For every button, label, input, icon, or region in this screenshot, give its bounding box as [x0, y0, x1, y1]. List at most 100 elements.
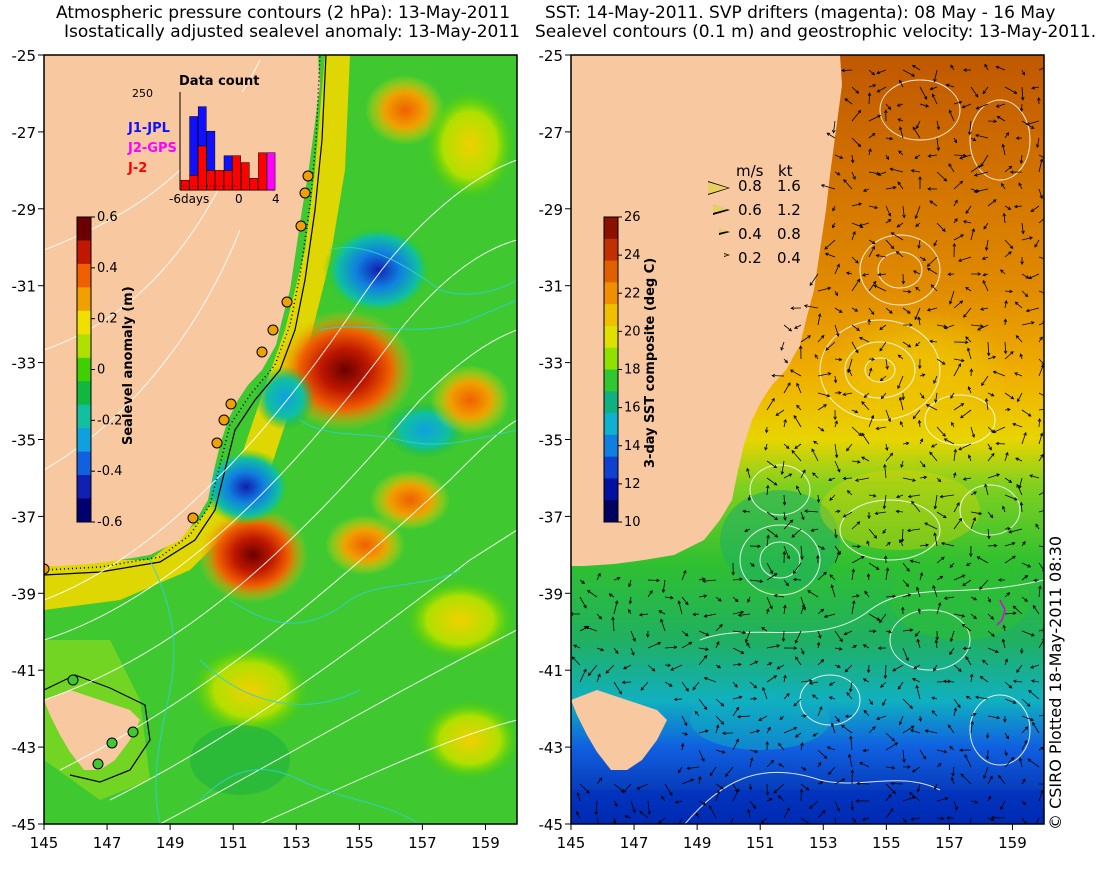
cold-eddy-north [323, 225, 433, 315]
right-colorbar-tick: 26 [624, 210, 641, 225]
velocity-arrowhead [720, 702, 725, 707]
velocity-arrowhead [861, 432, 865, 437]
velocity-arrowhead [877, 172, 882, 176]
velocity-arrow [783, 443, 790, 449]
velocity-arrow [863, 749, 870, 752]
velocity-arrow [783, 382, 791, 394]
velocity-arrowhead [823, 614, 828, 618]
velocity-arrowhead [825, 347, 830, 351]
velocity-arrow [1031, 680, 1040, 683]
velocity-arrow [848, 369, 853, 377]
velocity-arrow [953, 613, 965, 617]
velocity-arrowhead [868, 148, 872, 152]
velocity-arrow [953, 200, 958, 207]
velocity-arrow [1038, 747, 1044, 751]
velocity-arrow [929, 200, 938, 207]
velocity-arrow [846, 692, 853, 700]
velocity-arrowhead [771, 397, 775, 402]
velocity-arrowhead [882, 505, 887, 510]
velocity-arrow [953, 234, 964, 241]
velocity-arrow [914, 154, 921, 159]
velocity-arrowhead [802, 767, 807, 771]
velocity-arrow [868, 415, 874, 428]
velocity-arrowhead [1028, 275, 1032, 280]
velocity-arrow [732, 681, 738, 688]
velocity-arrow [868, 84, 876, 88]
velocity-arrowhead [875, 566, 880, 570]
velocity-arrow [828, 766, 836, 775]
velocity-arrowhead [885, 447, 889, 451]
right-colorbar-swatch [604, 304, 618, 327]
inset-bar-red [215, 170, 224, 191]
velocity-arrowhead [921, 373, 926, 377]
velocity-arrow [698, 595, 707, 598]
velocity-arrow [783, 605, 786, 615]
velocity-arrow [944, 438, 955, 445]
velocity-arrow [766, 485, 769, 496]
velocity-arrowhead [826, 393, 831, 398]
velocity-arrowhead [702, 579, 706, 583]
velocity-arrow [1038, 418, 1041, 428]
velocity-arrowhead [798, 345, 803, 350]
right-colorbar-swatch [604, 434, 618, 458]
velocity-arrow [885, 630, 892, 633]
velocity-arrowhead [936, 126, 941, 131]
velocity-arrow [817, 571, 827, 581]
velocity-arrowhead [850, 769, 855, 773]
velocity-arrow [692, 681, 700, 690]
velocity-arrow [794, 324, 802, 329]
velocity-arrow [962, 103, 972, 108]
velocity-arrow [987, 392, 995, 397]
velocity-arrow [660, 619, 666, 632]
velocity-arrow [851, 556, 865, 564]
velocity-arrow [681, 743, 684, 751]
velocity-arrow [1020, 502, 1023, 513]
velocity-arrowhead [616, 576, 621, 581]
velocity-arrowhead [862, 748, 867, 753]
velocity-arrowhead [773, 675, 778, 679]
velocity-arrow [841, 725, 853, 734]
tide-gauge-markers [44, 170, 314, 770]
velocity-arrow [781, 460, 785, 475]
right-colorbar-tick: 10 [624, 515, 641, 530]
velocity-arrow [725, 766, 734, 777]
velocity-arrowhead [898, 396, 903, 401]
velocity-arrowhead [1013, 90, 1018, 94]
velocity-arrow [1021, 726, 1029, 734]
velocity-arrowhead [1008, 479, 1013, 483]
velocity-arrow [897, 103, 904, 107]
velocity-arrowhead [765, 484, 770, 489]
velocity-arrow [919, 374, 925, 377]
velocity-arrow [639, 811, 649, 819]
velocity-arrow [918, 608, 921, 615]
velocity-arrowhead [892, 668, 897, 672]
lon-label: 145 [30, 834, 59, 852]
velocity-arrowhead [880, 395, 885, 400]
velocity-arrowhead [754, 660, 759, 665]
velocity-arrow [761, 627, 768, 632]
velocity-arrow [834, 307, 843, 313]
velocity-arrowhead [907, 593, 912, 597]
velocity-arrowhead [738, 695, 743, 700]
velocity-arrow [1030, 664, 1040, 669]
velocity-arrowhead [703, 706, 708, 711]
velocity-arrow [968, 386, 972, 394]
velocity-arrow [987, 613, 994, 620]
velocity-arrow [970, 713, 977, 717]
right-map [571, 55, 1044, 824]
velocity-arrowhead [811, 694, 816, 698]
velocity-arrow [936, 575, 943, 581]
velocity-arrow [824, 613, 836, 618]
velocity-arrow [958, 443, 972, 451]
velocity-arrow [868, 93, 871, 105]
velocity-arrowhead [885, 567, 890, 572]
velocity-arrow [794, 443, 802, 449]
velocity-arrowhead [854, 308, 859, 312]
velocity-arrowhead [866, 669, 871, 674]
velocity-arrow [953, 502, 960, 513]
lat-label: -31 [12, 278, 37, 296]
velocity-arrow [987, 473, 1000, 479]
velocity-arrow [856, 782, 870, 785]
velocity-arrowhead [1006, 592, 1011, 596]
velocity-arrowhead [856, 781, 860, 786]
